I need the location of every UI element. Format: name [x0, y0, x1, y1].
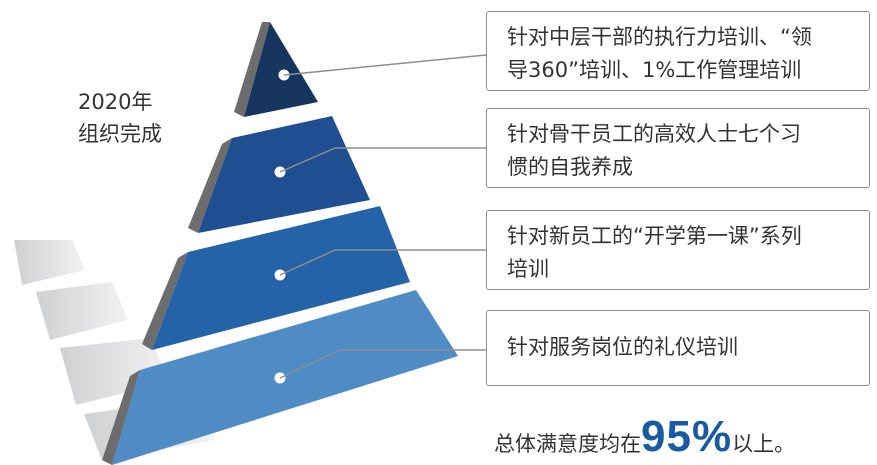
- callout-tier-4: 针对服务岗位的礼仪培训: [486, 310, 870, 386]
- tier-4-connector: [279, 349, 341, 379]
- summary-value: 95%: [641, 412, 733, 461]
- pyramid-tier-1: [234, 22, 487, 117]
- callout-tier-3-line2: 培训: [507, 257, 549, 281]
- pyramid-tier-3: [142, 206, 486, 350]
- pyramid-tier-2: [188, 116, 486, 233]
- satisfaction-summary: 总体满意度均在95%以上。: [494, 412, 795, 464]
- callout-tier-2-line1: 针对骨干员工的高效人士七个习: [507, 122, 801, 146]
- year-label-line1: 2020年: [78, 90, 153, 114]
- callout-tier-3: 针对新员工的“开学第一课”系列 培训: [486, 210, 870, 290]
- pyramid-tier-4: [102, 290, 486, 465]
- callout-tier-1-line1: 针对中层干部的执行力培训、“领: [507, 25, 812, 49]
- tier-1-connector: [283, 54, 487, 76]
- tier-2-connector: [279, 147, 336, 173]
- callout-tier-2: 针对骨干员工的高效人士七个习 惯的自我养成: [486, 108, 870, 188]
- year-label: 2020年 组织完成: [78, 86, 188, 150]
- callout-tier-2-line2: 惯的自我养成: [507, 155, 633, 179]
- callout-tier-3-line1: 针对新员工的“开学第一课”系列: [507, 224, 802, 248]
- tier-3-connector: [279, 249, 336, 276]
- year-label-line2: 组织完成: [78, 122, 162, 146]
- callout-tier-1-line2: 导360”培训、1%工作管理培训: [507, 58, 802, 82]
- callout-tier-1: 针对中层干部的执行力培训、“领 导360”培训、1%工作管理培训: [486, 11, 870, 91]
- callout-tier-4-line1: 针对服务岗位的礼仪培训: [507, 335, 738, 359]
- summary-prefix: 总体满意度均在: [494, 432, 641, 456]
- summary-suffix: 以上。: [732, 432, 796, 456]
